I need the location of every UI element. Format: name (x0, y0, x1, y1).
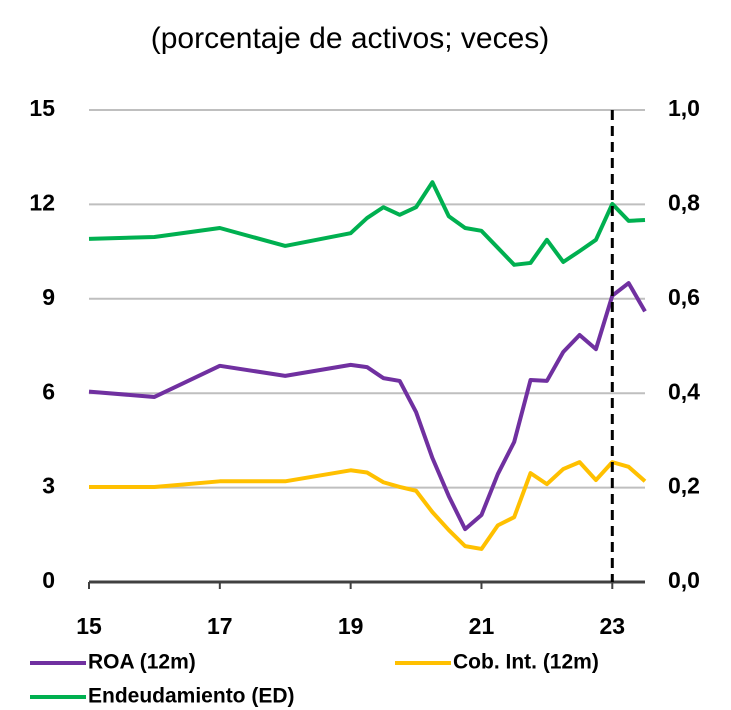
y-tick-label: 0 (42, 567, 55, 593)
x-tick-label: 15 (76, 613, 102, 639)
legend-label: Cob. Int. (12m) (453, 651, 599, 674)
y-tick-label: 3 (42, 473, 55, 499)
series-line (88, 180, 646, 267)
y2-tick-label: 0,4 (668, 378, 700, 404)
legend-label: Endeudamiento (ED) (88, 685, 295, 708)
y-tick-label: 6 (42, 378, 55, 404)
x-tick-label: 23 (599, 613, 625, 639)
x-tick-label: 19 (338, 613, 364, 639)
y-tick-label: 12 (29, 189, 55, 215)
legend-label: ROA (12m) (88, 651, 196, 674)
y2-tick-label: 1,0 (668, 95, 700, 121)
y2-tick-label: 0,0 (668, 567, 700, 593)
series-line (89, 460, 647, 551)
y-tick-label: 9 (42, 284, 55, 310)
y2-tick-label: 0,6 (668, 284, 700, 310)
x-tick-label: 17 (207, 613, 233, 639)
series-line (88, 281, 647, 532)
chart-title: (porcentaje de activos; veces) (151, 22, 550, 55)
y2-tick-label: 0,2 (668, 473, 700, 499)
y2-tick-label: 0,8 (668, 189, 700, 215)
y-tick-label: 15 (29, 95, 55, 121)
x-tick-label: 21 (469, 613, 495, 639)
